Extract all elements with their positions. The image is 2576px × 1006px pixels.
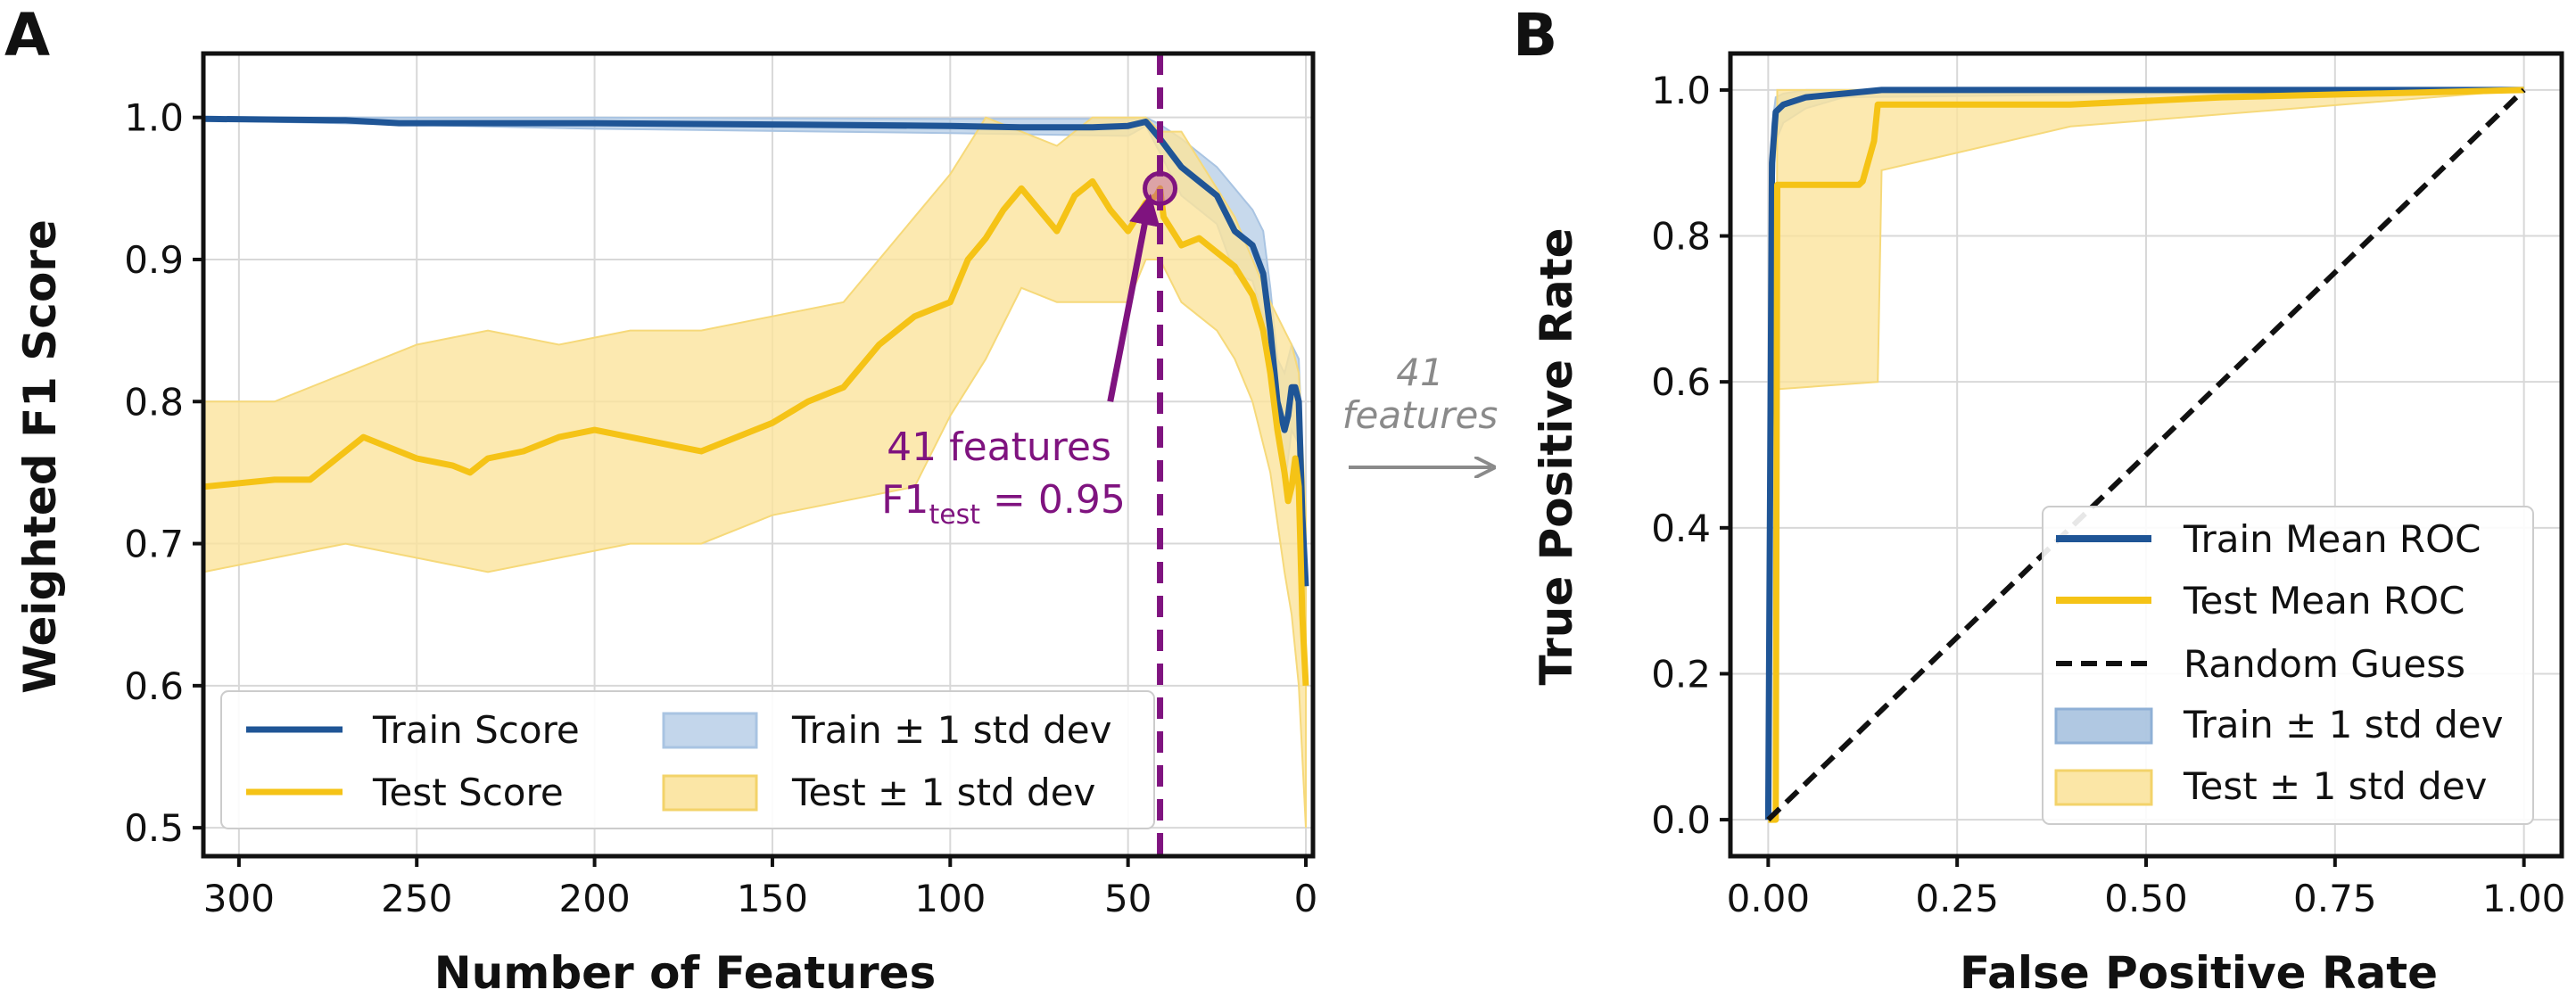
legend-random: Random Guess (2184, 642, 2465, 686)
legend-train-score: Train Score (372, 708, 580, 752)
annotation-f1-main: F1 (881, 477, 929, 523)
y-tick-label: 0.6 (124, 664, 184, 708)
legend-box (220, 690, 1155, 829)
legend-train-band: Train ± 1 std dev (2183, 703, 2503, 746)
y-tick-label: 0.2 (1651, 652, 1711, 696)
x-tick-label: 150 (737, 877, 808, 920)
y-tick-label: 1.0 (1651, 69, 1711, 112)
y-tick-label: 0.7 (124, 523, 184, 566)
legend-test-band: Test ± 1 std dev (2183, 764, 2487, 808)
legend-test-roc: Test Mean ROC (2183, 579, 2465, 623)
y-tick-label: 0.6 (1651, 360, 1711, 404)
train-line (1764, 87, 2524, 820)
x-tick-label: 200 (559, 877, 631, 920)
legend-train-band: Train ± 1 std dev (791, 708, 1111, 752)
y-tick-label: 0.8 (124, 380, 184, 424)
panel-b-lines (1764, 87, 2526, 823)
x-tick-label: 0.50 (2104, 877, 2188, 920)
panel-a: A 41 features F1test = 0.95 300 250 200 150… (4, 1, 1317, 999)
highlight-point (1143, 170, 1178, 206)
annotation-f1: F1test = 0.95 (881, 477, 1126, 531)
y-tick-label: 1.0 (124, 96, 184, 140)
panel-a-legend: Train Score Test Score Train ± 1 std dev… (220, 690, 1155, 829)
test-std-band (202, 116, 1307, 829)
x-tick-label: 250 (381, 877, 452, 920)
panel-b-ticks: 0.00 0.25 0.50 0.75 1.00 0.0 0.2 0.4 0.6 0.8 1.0 (1651, 69, 2565, 920)
panel-b-legend: Train Mean ROC Test Mean ROC Random Gues… (2042, 506, 2534, 825)
x-tick-label: 1.00 (2482, 877, 2566, 920)
legend-test-score: Test Score (372, 771, 564, 814)
x-tick-label: 0.75 (2293, 877, 2377, 920)
x-tick-label: 100 (914, 877, 986, 920)
connector-features: features (1342, 393, 1498, 437)
panel-a-ylabel: Weighted F1 Score (14, 219, 66, 694)
legend-train-band-swatch (2054, 707, 2153, 745)
x-tick-label: 50 (1104, 877, 1152, 920)
panel-a-frame (201, 51, 1316, 859)
connector: 41 features (1342, 350, 1498, 467)
legend-test-band: Test ± 1 std dev (791, 771, 1095, 814)
legend-train-roc: Train Mean ROC (2183, 517, 2481, 561)
x-tick-label: 0.00 (1727, 877, 1811, 920)
legend-train-band-swatch (662, 712, 758, 749)
y-tick-label: 0.0 (1651, 798, 1711, 842)
test-line (1768, 87, 2524, 823)
annotation-f1-value: = 0.95 (980, 477, 1126, 523)
x-tick-label: 300 (203, 877, 275, 920)
x-tick-label: 0.25 (1915, 877, 1999, 920)
panel-a-xlabel: Number of Features (434, 947, 936, 999)
y-tick-label: 0.4 (1651, 507, 1711, 550)
panel-a-lines (202, 115, 1309, 686)
connector-count: 41 (1396, 350, 1443, 394)
panel-b-label: B (1513, 1, 1557, 70)
annotation-arrow (1107, 194, 1160, 402)
panel-b: B 0.00 0.25 0.50 0.75 1.00 0.0 0.2 0.4 0.6 0.8 1.0… (1513, 1, 2565, 999)
annotation-f1-sub: test (929, 499, 980, 531)
y-tick-label: 0.5 (124, 806, 184, 850)
legend-test-band-swatch (2054, 769, 2153, 806)
random-guess-line (1766, 87, 2526, 822)
legend-test-band-swatch (662, 774, 758, 812)
panel-a-label: A (4, 1, 50, 70)
y-tick-label: 0.9 (124, 238, 184, 282)
panel-b-ylabel: True Positive Rate (1531, 227, 1582, 685)
panel-a-ticks: 300 250 200 150 100 50 0 0.5 0.6 0.7 0.8 0.9 1.0 (124, 96, 1317, 920)
panel-b-xlabel: False Positive Rate (1960, 947, 2438, 999)
train-line (202, 115, 1309, 587)
legend-box (2042, 506, 2534, 825)
annotation-features: 41 features (887, 425, 1111, 470)
test-line (202, 177, 1309, 686)
y-tick-label: 0.8 (1651, 215, 1711, 259)
x-tick-label: 0 (1294, 877, 1318, 920)
